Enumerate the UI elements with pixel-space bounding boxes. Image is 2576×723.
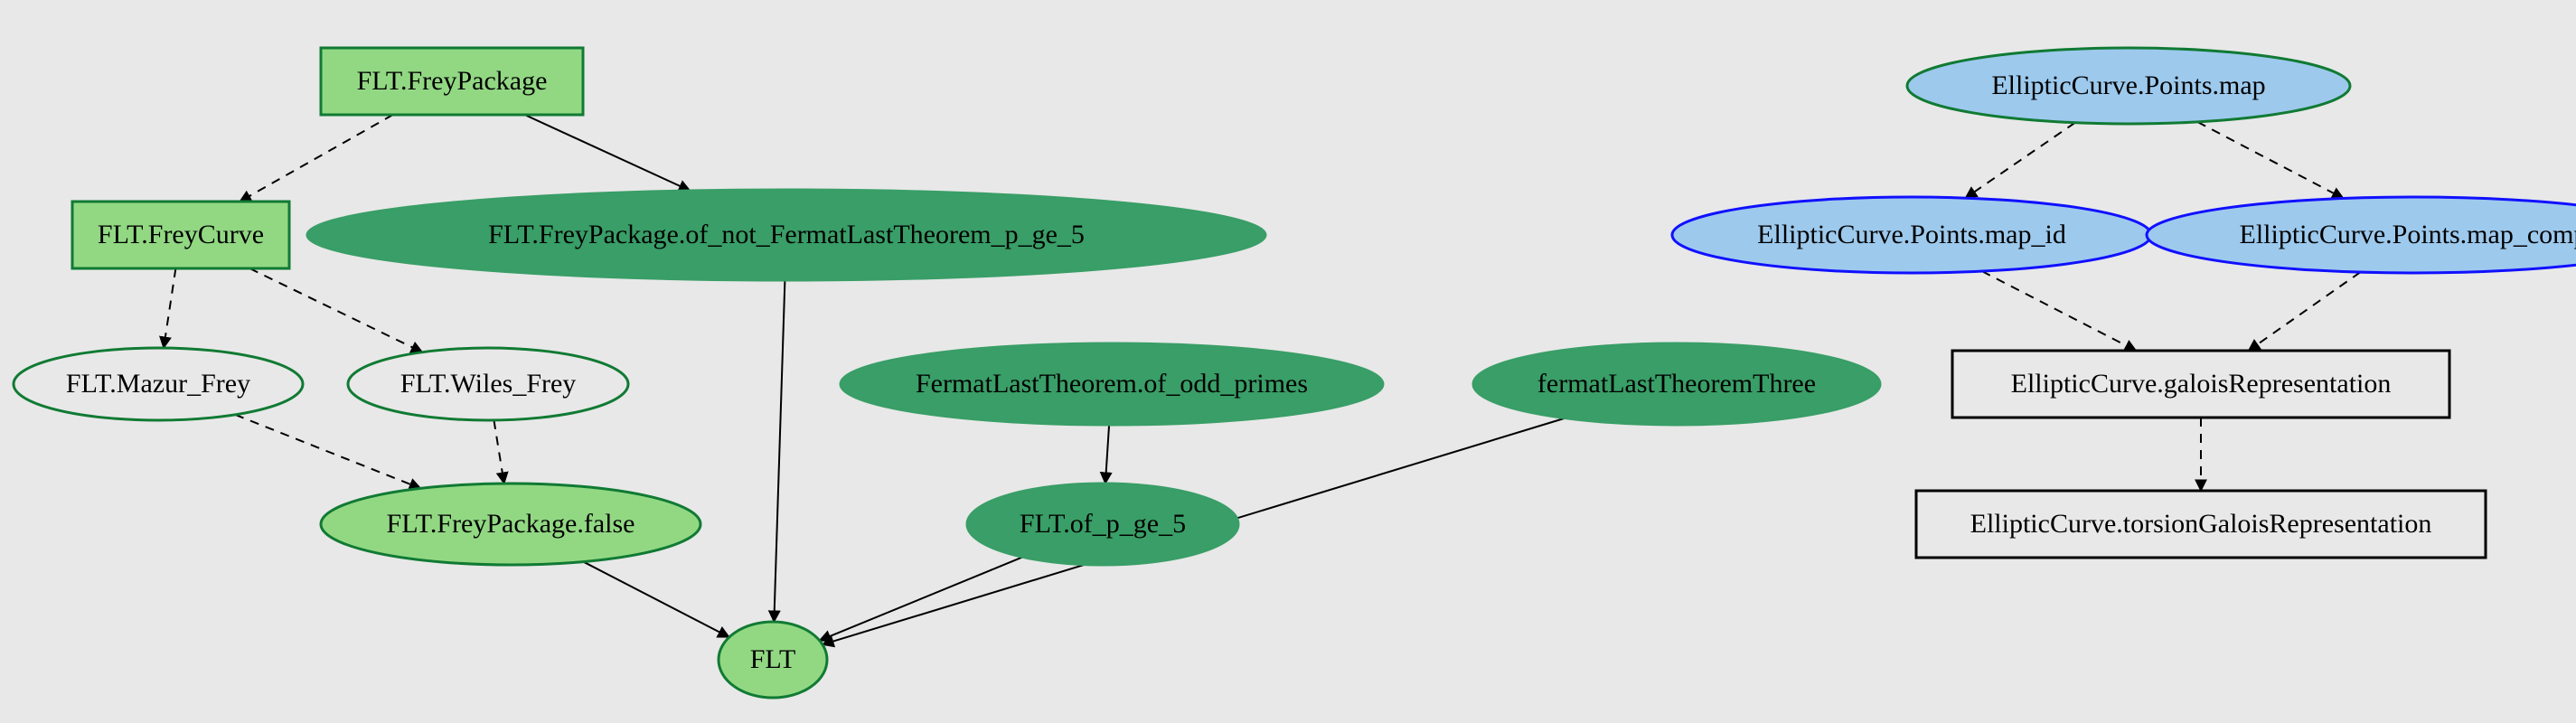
node-label: EllipticCurve.Points.map — [1991, 70, 2265, 100]
graph-node: FLT.of_p_ge_5 — [967, 484, 1238, 565]
node-label: FLT.Mazur_Frey — [66, 369, 250, 399]
graph-node: EllipticCurve.Points.map_id — [1672, 197, 2151, 273]
edge — [525, 115, 691, 191]
graph-node: FermatLastTheorem.of_odd_primes — [841, 343, 1383, 425]
node-label: FLT.FreyPackage.of_not_FermatLastTheorem… — [488, 220, 1085, 249]
edge — [583, 562, 729, 637]
graph-node: EllipticCurve.Points.map — [1907, 48, 2350, 124]
node-label: FLT.FreyCurve — [98, 220, 264, 249]
graph-node: EllipticCurve.torsionGaloisRepresentatio… — [1916, 491, 2486, 558]
edge — [2197, 122, 2343, 199]
nodes-layer: FLT.FreyPackage FLT.FreyCurve FLT.FreyPack… — [14, 48, 2576, 698]
node-label: EllipticCurve.galoisRepresentation — [2011, 369, 2392, 399]
node-label: FLT.FreyPackage — [357, 66, 548, 96]
node-label: FLT.of_p_ge_5 — [1020, 509, 1186, 539]
graph-node: FLT.FreyPackage.false — [321, 484, 700, 565]
graph-node: FLT.FreyPackage.of_not_FermatLastTheorem… — [307, 190, 1265, 280]
node-label: EllipticCurve.Points.map_comp — [2240, 220, 2576, 249]
node-label: FLT.Wiles_Frey — [400, 369, 577, 399]
edge — [2249, 272, 2361, 351]
graph-node: FLT — [719, 622, 827, 698]
edge — [774, 280, 785, 622]
edge — [164, 268, 175, 348]
graph-node: fermatLastTheoremThree — [1473, 343, 1880, 425]
dependency-graph: FLT.FreyPackage FLT.FreyCurve FLT.FreyPack… — [0, 0, 2576, 723]
graph-node: EllipticCurve.Points.map_comp — [2147, 197, 2576, 273]
graph-node: EllipticCurve.galoisRepresentation — [1952, 351, 2449, 418]
graph-node: FLT.FreyCurve — [72, 202, 289, 268]
node-label: fermatLastTheoremThree — [1537, 369, 1816, 399]
graph-node: FLT.Wiles_Frey — [348, 348, 628, 420]
edge — [494, 420, 503, 484]
node-label: FLT.FreyPackage.false — [387, 509, 635, 539]
node-label: FermatLastTheorem.of_odd_primes — [916, 369, 1308, 399]
edge — [1982, 271, 2136, 351]
edge — [235, 415, 420, 489]
graph-node: FLT.Mazur_Frey — [14, 348, 303, 420]
graph-node: FLT.FreyPackage — [321, 48, 583, 115]
edge — [249, 268, 422, 352]
edge — [1105, 425, 1109, 484]
node-label: FLT — [750, 644, 796, 674]
edge — [820, 557, 1023, 640]
node-label: EllipticCurve.torsionGaloisRepresentatio… — [1970, 509, 2432, 539]
edge — [240, 115, 392, 202]
edge — [1966, 123, 2075, 198]
node-label: EllipticCurve.Points.map_id — [1757, 220, 2066, 249]
